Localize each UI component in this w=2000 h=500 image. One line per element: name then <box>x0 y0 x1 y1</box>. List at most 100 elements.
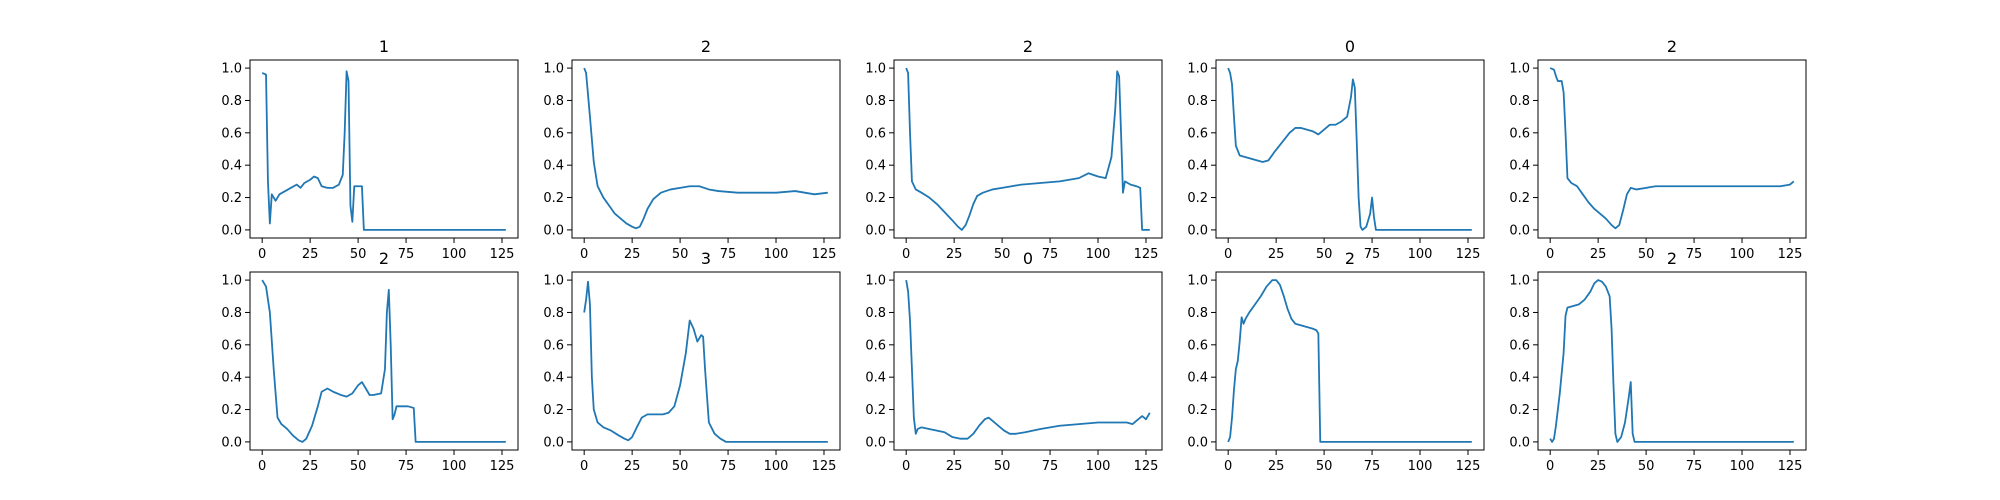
subplot-3: 0 25 50 75 100 125 0.0 0.2 0.4 0.6 0.8 1.0 2 <box>865 37 1163 262</box>
y-tick-label: 0.8 <box>1187 306 1208 321</box>
y-tick-label: 1.0 <box>1509 274 1530 289</box>
x-tick-label: 25 <box>302 247 319 262</box>
y-tick-label: 0.0 <box>1509 223 1530 238</box>
y-tick-label: 0.0 <box>221 223 242 238</box>
x-tick-label: 125 <box>812 459 837 474</box>
y-tick-label: 0.6 <box>865 338 886 353</box>
y-tick-label: 0.2 <box>1509 403 1530 418</box>
subplot-title: 0 <box>1023 249 1033 268</box>
axes-frame <box>249 271 519 451</box>
y-tick-label: 1.0 <box>1187 274 1208 289</box>
x-tick-label: 125 <box>1134 247 1159 262</box>
x-tick-label: 25 <box>624 459 641 474</box>
x-tick-label: 50 <box>672 247 689 262</box>
y-tick-label: 0.8 <box>865 306 886 321</box>
y-tick-label: 0.8 <box>1187 94 1208 109</box>
x-tick-label: 0 <box>902 247 910 262</box>
subplot-1: 0 25 50 75 100 125 0.0 0.2 0.4 0.6 0.8 1.0 1 <box>221 37 519 262</box>
x-tick-label: 100 <box>442 247 467 262</box>
subplot-title: 2 <box>1667 37 1677 56</box>
y-tick-label: 0.2 <box>543 403 564 418</box>
x-tick-label: 0 <box>580 247 588 262</box>
axes-frame <box>571 59 841 239</box>
y-tick-label: 0.2 <box>1187 191 1208 206</box>
series-line <box>583 280 828 443</box>
y-tick-label: 0.2 <box>221 403 242 418</box>
axes-frame <box>893 59 1163 239</box>
axes-frame <box>1537 59 1807 239</box>
y-tick-label: 0.2 <box>1187 403 1208 418</box>
x-tick-label: 0 <box>1546 247 1554 262</box>
y-tick-label: 0.6 <box>1509 126 1530 141</box>
x-tick-label: 50 <box>1638 459 1655 474</box>
x-tick-label: 125 <box>1778 247 1803 262</box>
y-tick-label: 0.4 <box>1509 371 1530 386</box>
subplot-10: 0 25 50 75 100 125 0.0 0.2 0.4 0.6 0.8 1.0 2 <box>1509 249 1807 474</box>
subplot-title: 1 <box>379 37 389 56</box>
axes-frame <box>249 59 519 239</box>
y-tick-label: 0.8 <box>1509 94 1530 109</box>
y-tick-label: 1.0 <box>1509 62 1530 77</box>
series-line <box>905 279 1151 440</box>
y-tick-label: 0.0 <box>1509 435 1530 450</box>
subplot-8: 0 25 50 75 100 125 0.0 0.2 0.4 0.6 0.8 1.0 0 <box>865 249 1163 474</box>
y-tick-label: 0.8 <box>543 306 564 321</box>
y-tick-label: 0.6 <box>221 338 242 353</box>
x-tick-label: 25 <box>624 247 641 262</box>
x-tick-label: 0 <box>580 459 588 474</box>
subplot-title: 2 <box>1667 249 1677 268</box>
y-tick-label: 1.0 <box>865 274 886 289</box>
x-tick-label: 100 <box>764 459 789 474</box>
x-tick-label: 50 <box>994 459 1011 474</box>
x-tick-label: 50 <box>1638 247 1655 262</box>
y-tick-label: 0.6 <box>1187 338 1208 353</box>
y-tick-label: 1.0 <box>1187 62 1208 77</box>
x-tick-label: 75 <box>720 247 737 262</box>
x-tick-label: 125 <box>490 459 515 474</box>
y-tick-label: 0.2 <box>543 191 564 206</box>
y-tick-label: 0.0 <box>1187 435 1208 450</box>
y-tick-label: 0.4 <box>865 159 886 174</box>
subplot-title: 0 <box>1345 37 1355 56</box>
x-tick-label: 100 <box>442 459 467 474</box>
y-tick-label: 0.4 <box>543 371 564 386</box>
y-tick-label: 0.4 <box>865 371 886 386</box>
y-tick-label: 0.6 <box>221 126 242 141</box>
y-tick-label: 0.4 <box>1187 371 1208 386</box>
x-tick-label: 50 <box>350 247 367 262</box>
y-tick-label: 0.4 <box>221 159 242 174</box>
x-tick-label: 75 <box>1364 247 1381 262</box>
axes-frame <box>1215 59 1485 239</box>
y-tick-label: 0.2 <box>1509 191 1530 206</box>
axes-frame <box>571 271 841 451</box>
x-tick-label: 75 <box>1364 459 1381 474</box>
x-tick-label: 100 <box>1086 459 1111 474</box>
series-line <box>1227 67 1472 231</box>
x-tick-label: 125 <box>1456 247 1481 262</box>
y-tick-label: 0.6 <box>1509 338 1530 353</box>
subplot-title: 2 <box>701 37 711 56</box>
x-tick-label: 50 <box>994 247 1011 262</box>
x-tick-label: 50 <box>672 459 689 474</box>
subplot-9: 0 25 50 75 100 125 0.0 0.2 0.4 0.6 0.8 1.0 2 <box>1187 249 1485 474</box>
subplot-6: 0 25 50 75 100 125 0.0 0.2 0.4 0.6 0.8 1.0 2 <box>221 249 519 474</box>
x-tick-label: 25 <box>1268 247 1285 262</box>
y-tick-label: 1.0 <box>865 62 886 77</box>
x-tick-label: 0 <box>1224 247 1232 262</box>
y-tick-label: 1.0 <box>221 274 242 289</box>
x-tick-label: 100 <box>1408 459 1433 474</box>
x-tick-label: 125 <box>1778 459 1803 474</box>
y-tick-label: 0.4 <box>1509 159 1530 174</box>
y-tick-label: 0.6 <box>1187 126 1208 141</box>
y-tick-label: 0.0 <box>865 435 886 450</box>
y-tick-label: 0.4 <box>1187 159 1208 174</box>
series-line <box>261 70 506 231</box>
y-tick-label: 0.2 <box>865 403 886 418</box>
subplot-2: 0 25 50 75 100 125 0.0 0.2 0.4 0.6 0.8 1.0 2 <box>543 37 841 262</box>
x-tick-label: 100 <box>1730 247 1755 262</box>
x-tick-label: 50 <box>1316 459 1333 474</box>
series-line <box>583 67 828 230</box>
x-tick-label: 0 <box>258 459 266 474</box>
subplot-title: 2 <box>379 249 389 268</box>
